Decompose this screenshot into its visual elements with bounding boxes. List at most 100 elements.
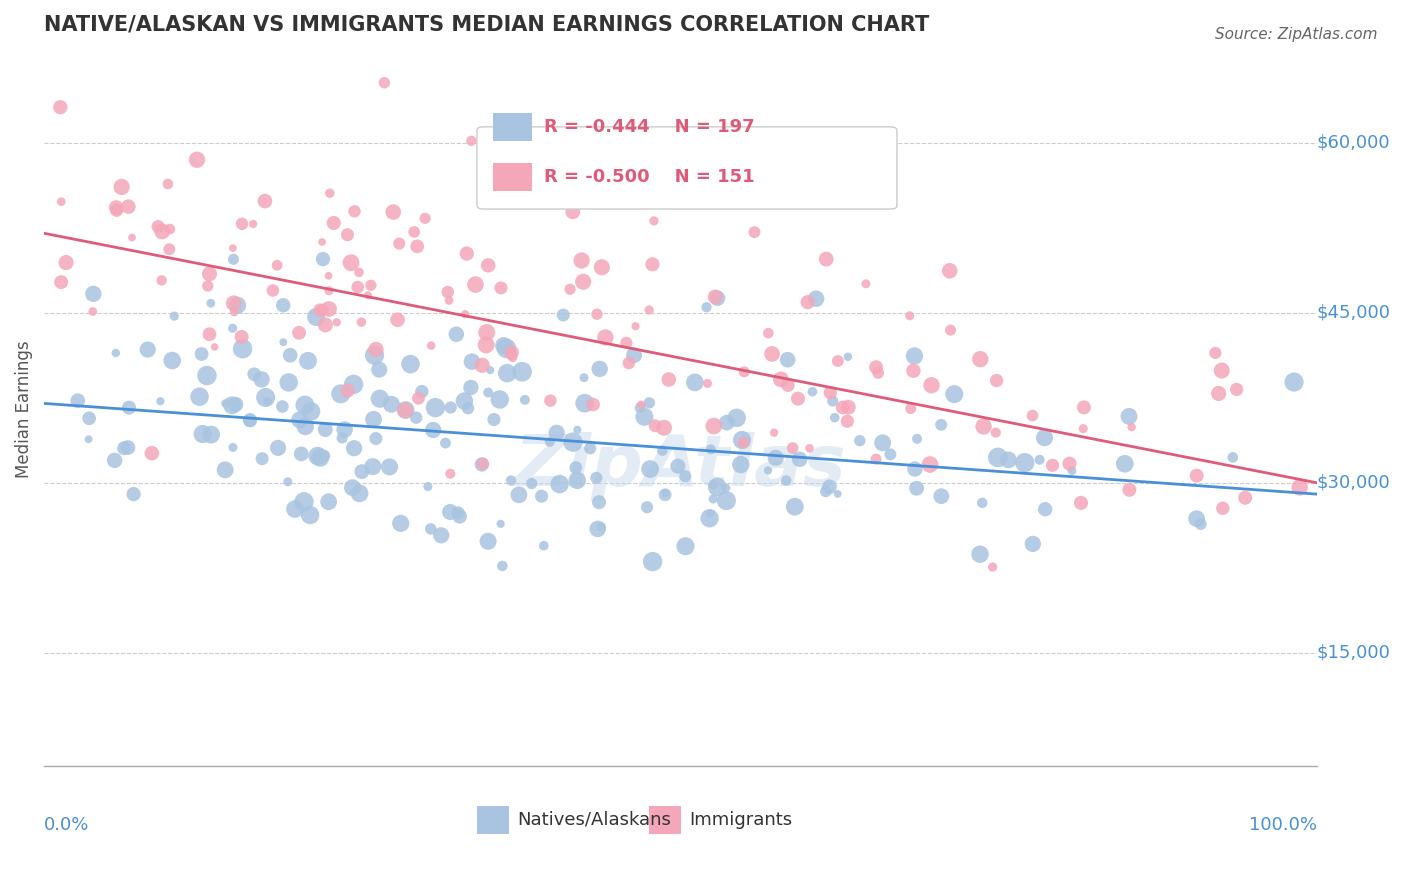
Point	[225, 397, 247, 411]
Point	[984, 425, 1007, 440]
Point	[121, 230, 143, 244]
Point	[190, 347, 212, 361]
Point	[502, 351, 524, 365]
Point	[589, 362, 612, 376]
Point	[309, 450, 332, 465]
Point	[520, 476, 543, 491]
Point	[1060, 464, 1083, 478]
Point	[305, 310, 328, 324]
Point	[538, 434, 561, 449]
Point	[214, 396, 236, 410]
Point	[1071, 422, 1094, 436]
Point	[141, 446, 163, 460]
Point	[804, 292, 827, 306]
Text: NATIVE/ALASKAN VS IMMIGRANTS MEDIAN EARNINGS CORRELATION CHART: NATIVE/ALASKAN VS IMMIGRANTS MEDIAN EARN…	[44, 15, 929, 35]
Point	[405, 410, 427, 425]
Point	[654, 488, 676, 502]
Text: Source: ZipAtlas.com: Source: ZipAtlas.com	[1215, 27, 1378, 42]
Point	[363, 348, 385, 362]
Point	[641, 257, 664, 271]
Point	[446, 327, 468, 342]
Point	[1073, 401, 1095, 415]
Point	[572, 370, 595, 384]
Point	[763, 425, 786, 440]
Point	[437, 293, 460, 308]
Point	[471, 457, 494, 471]
Point	[266, 258, 288, 272]
Point	[191, 427, 214, 442]
Point	[905, 481, 928, 495]
Point	[1288, 480, 1310, 494]
Point	[765, 450, 787, 465]
Point	[591, 520, 613, 534]
Point	[783, 500, 806, 514]
Point	[222, 241, 245, 255]
Point	[1212, 501, 1234, 516]
Point	[221, 321, 243, 335]
Point	[394, 403, 416, 417]
Point	[347, 265, 370, 279]
Point	[318, 494, 340, 508]
Text: 100.0%: 100.0%	[1249, 816, 1317, 834]
Point	[789, 452, 811, 467]
Point	[700, 442, 723, 457]
Point	[256, 394, 278, 409]
Point	[561, 204, 583, 219]
Point	[799, 442, 821, 456]
Point	[55, 255, 77, 269]
Point	[574, 396, 596, 410]
Point	[879, 447, 901, 461]
Point	[408, 391, 430, 405]
Point	[904, 462, 927, 476]
Point	[399, 357, 422, 371]
Point	[434, 436, 457, 450]
Point	[582, 398, 605, 412]
Point	[489, 516, 512, 531]
Point	[818, 480, 841, 494]
Text: R = -0.500    N = 151: R = -0.500 N = 151	[544, 168, 755, 186]
Point	[368, 362, 391, 376]
Point	[475, 338, 498, 352]
Point	[454, 307, 477, 321]
Point	[579, 442, 602, 456]
Point	[872, 435, 894, 450]
Text: 0.0%: 0.0%	[44, 816, 90, 834]
Point	[314, 449, 336, 463]
Point	[623, 348, 645, 362]
Point	[250, 372, 273, 386]
Point	[499, 474, 522, 488]
Point	[1118, 409, 1140, 424]
Point	[492, 338, 515, 352]
Point	[288, 326, 311, 340]
Point	[733, 365, 755, 379]
Point	[903, 364, 925, 378]
Point	[105, 203, 128, 218]
Point	[704, 290, 727, 304]
Point	[973, 419, 995, 434]
Point	[641, 555, 664, 569]
Y-axis label: Median Earnings: Median Earnings	[15, 340, 32, 478]
Point	[567, 423, 589, 437]
FancyBboxPatch shape	[477, 127, 897, 209]
Point	[436, 285, 458, 299]
Point	[349, 486, 371, 500]
Point	[586, 307, 609, 321]
Point	[51, 275, 73, 289]
Point	[198, 327, 221, 342]
Point	[360, 278, 382, 293]
Point	[496, 366, 519, 380]
Point	[981, 560, 1004, 574]
Point	[117, 200, 139, 214]
Point	[865, 360, 887, 375]
Point	[404, 225, 426, 239]
Point	[267, 441, 290, 455]
Point	[903, 349, 925, 363]
Point	[66, 393, 89, 408]
Point	[491, 558, 513, 573]
Point	[253, 194, 276, 208]
Point	[368, 392, 391, 406]
Point	[290, 447, 312, 461]
Point	[378, 459, 401, 474]
Point	[900, 401, 922, 416]
Point	[849, 434, 872, 448]
